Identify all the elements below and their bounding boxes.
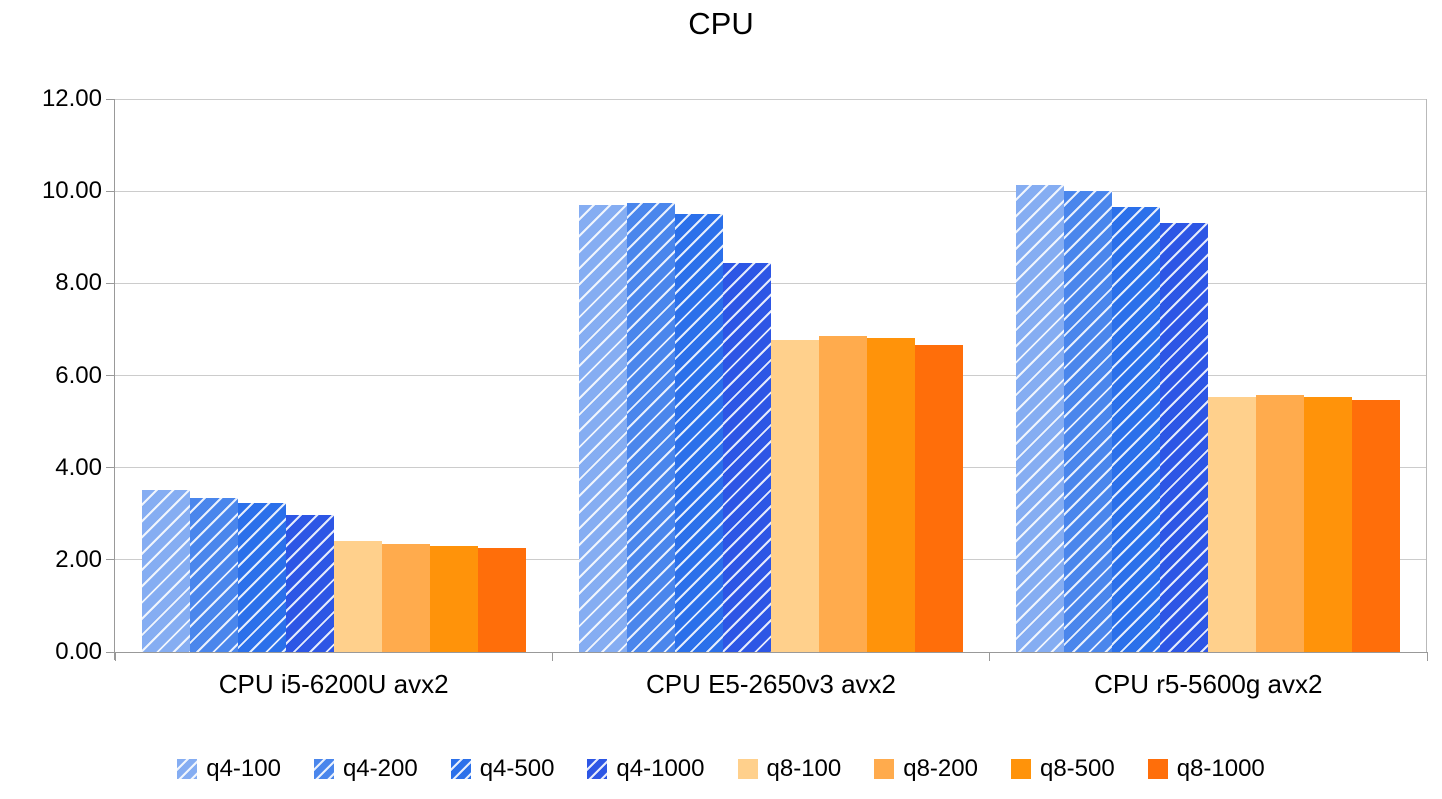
legend-label: q4-1000 xyxy=(616,755,705,782)
y-axis-tick xyxy=(106,190,114,192)
bar-q8-200 xyxy=(381,543,430,652)
x-axis-boundary-tick xyxy=(989,652,991,661)
legend-item-q4-100: q4-100 xyxy=(177,755,281,783)
x-axis-category-label: CPU E5-2650v3 avx2 xyxy=(645,669,896,699)
x-axis-category-label: CPU i5-6200U avx2 xyxy=(218,669,449,699)
y-axis-labels: 12.00 10.00 8.00 6.00 4.00 2.00 0.00 xyxy=(0,85,102,665)
bar-q8-100 xyxy=(770,340,819,652)
bar-group xyxy=(552,99,989,652)
bar-q8-1000 xyxy=(914,344,963,652)
legend-label: q8-500 xyxy=(1039,755,1115,782)
legend-item-q4-200: q4-200 xyxy=(313,755,418,783)
bar-q4-500 xyxy=(237,502,286,652)
x-axis-line xyxy=(115,651,1427,653)
legend-swatch-q8-100 xyxy=(737,759,758,779)
gridline xyxy=(115,98,1427,100)
legend-item-q8-200: q8-200 xyxy=(874,755,978,783)
legend-swatch-q8-1000 xyxy=(1147,759,1168,779)
plot-right-border xyxy=(1426,99,1427,652)
x-axis-boundary-tick xyxy=(1426,652,1428,661)
y-axis-tick-label: 6.00 xyxy=(55,361,102,389)
legend-item-q8-100: q8-100 xyxy=(737,755,842,783)
bar-q4-100 xyxy=(578,204,627,652)
x-axis-category-label: CPU r5-5600g avx2 xyxy=(1094,669,1323,699)
bar-q4-100 xyxy=(1016,185,1065,652)
y-axis-tick xyxy=(106,375,114,376)
bar-q4-200 xyxy=(1064,191,1113,652)
chart-title: CPU xyxy=(688,6,754,41)
bar-q4-200 xyxy=(626,203,675,652)
legend-label: q4-100 xyxy=(206,755,281,782)
bar-q8-500 xyxy=(1304,397,1353,652)
legend-item-q4-500: q4-500 xyxy=(450,755,555,783)
legend-swatch-q4-500 xyxy=(450,759,471,779)
legend-label: q4-200 xyxy=(342,755,418,782)
x-axis-boundary-tick xyxy=(551,652,553,661)
bar-q8-1000 xyxy=(1352,399,1401,652)
legend-item-q8-1000: q8-1000 xyxy=(1147,755,1265,783)
y-axis-tick-label: 10.00 xyxy=(41,177,102,205)
x-axis-boundary-tick xyxy=(114,652,116,661)
y-axis-tick xyxy=(106,467,114,469)
bar-q8-200 xyxy=(818,335,867,652)
gridline xyxy=(115,190,1427,192)
x-axis-labels: CPU i5-6200U avx2 CPU E5-2650v3 avx2 CPU r… xyxy=(115,669,1427,700)
legend-label: q8-100 xyxy=(766,755,842,782)
bar-groups xyxy=(115,99,1427,652)
legend-item-q8-500: q8-500 xyxy=(1010,755,1115,783)
gridline xyxy=(115,282,1427,284)
y-axis-tick xyxy=(106,651,114,653)
bar-q8-500 xyxy=(429,545,478,652)
bar-q8-200 xyxy=(1256,395,1305,652)
legend-label: q4-500 xyxy=(479,755,555,782)
bar-q4-500 xyxy=(674,213,723,652)
bar-q4-200 xyxy=(189,498,238,652)
legend-swatch-q4-1000 xyxy=(587,759,608,779)
bar-q8-100 xyxy=(1208,396,1257,652)
bar-q4-1000 xyxy=(722,263,771,652)
y-axis-tick-label: 2.00 xyxy=(55,545,102,573)
bar-group xyxy=(115,99,552,652)
y-axis-tick-label: 4.00 xyxy=(55,453,102,481)
plot-area xyxy=(106,98,1428,661)
y-axis-tick xyxy=(106,282,114,284)
bar-q4-1000 xyxy=(1160,222,1209,652)
y-axis-line xyxy=(114,99,115,660)
y-axis-tick xyxy=(106,559,114,561)
bar-q4-1000 xyxy=(285,515,334,652)
y-axis-tick xyxy=(106,98,114,100)
y-axis-tick-label: 0.00 xyxy=(55,638,102,665)
legend: q4-100 q4-200 q4-500 q4-1000 q8-100 q8-200 q8-… xyxy=(0,755,1442,783)
legend-swatch-q4-100 xyxy=(177,759,198,779)
bar-q4-500 xyxy=(1112,207,1161,652)
legend-item-q4-1000: q4-1000 xyxy=(587,755,705,783)
legend-label: q8-1000 xyxy=(1176,755,1265,782)
bar-q8-1000 xyxy=(477,547,526,652)
y-axis-tick-label: 8.00 xyxy=(55,269,102,297)
legend-swatch-q4-200 xyxy=(313,759,334,779)
y-axis-tick-label: 12.00 xyxy=(41,85,102,112)
bar-group xyxy=(990,99,1427,652)
legend-swatch-q8-200 xyxy=(874,759,895,779)
bar-q8-500 xyxy=(866,338,915,652)
legend-swatch-q8-500 xyxy=(1010,759,1031,779)
bar-q8-100 xyxy=(333,541,382,652)
legend-label: q8-200 xyxy=(903,755,978,782)
bar-q4-100 xyxy=(141,490,190,652)
